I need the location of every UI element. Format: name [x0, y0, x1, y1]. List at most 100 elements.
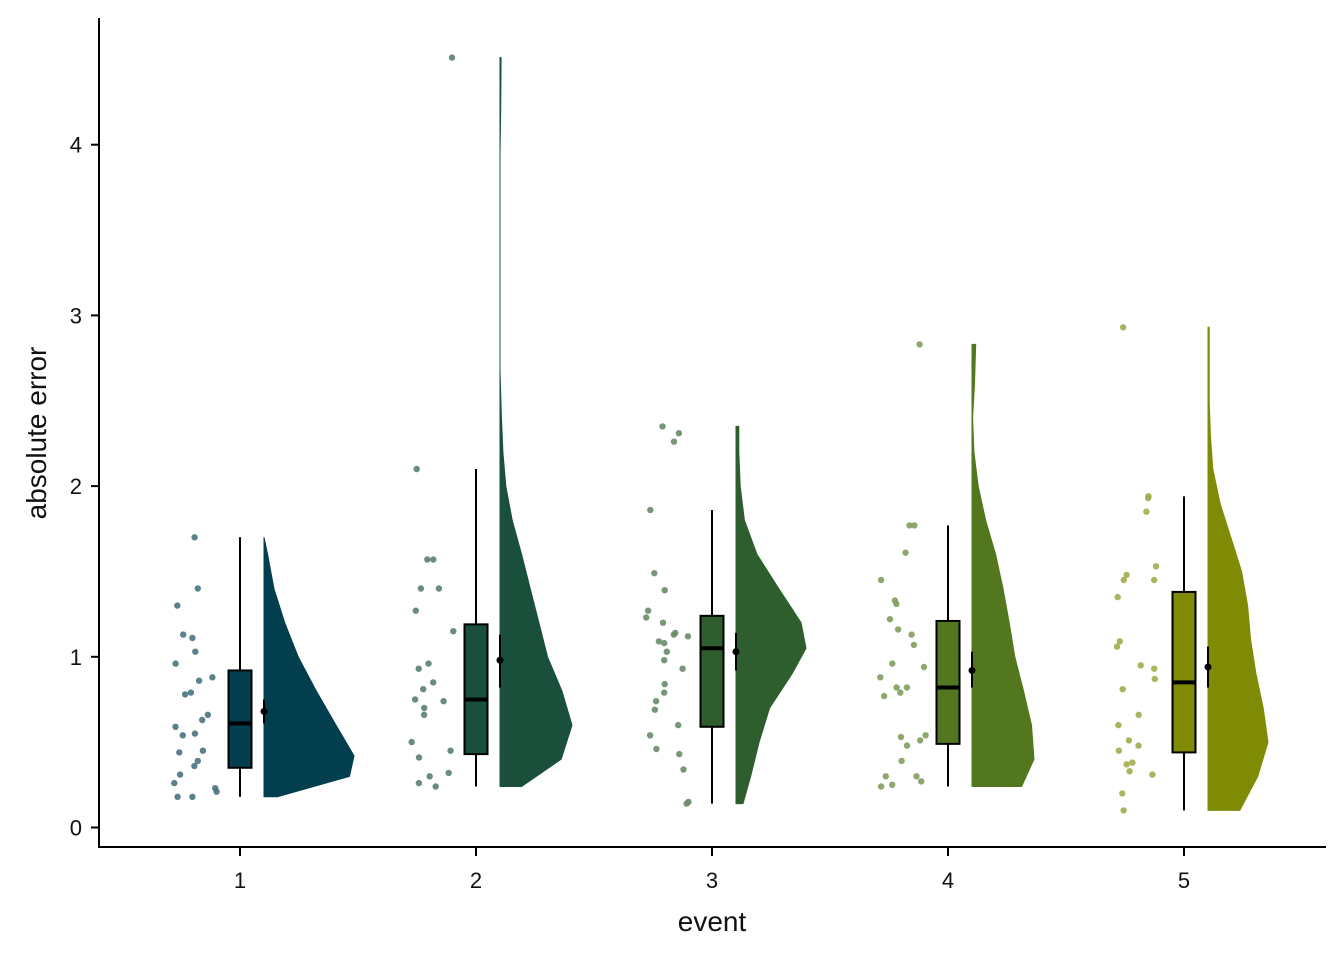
event-5-data-point [1151, 665, 1158, 672]
event-5-box [1171, 590, 1197, 754]
event-5-data-point [1120, 807, 1127, 814]
event-5-data-point [1113, 643, 1121, 650]
event-1-box [227, 669, 253, 769]
event-3-data-point [675, 721, 682, 729]
event-1-data-point [199, 716, 206, 724]
event-4-data-point [877, 783, 885, 790]
x-tick-label-1: 1 [234, 868, 246, 893]
event-1-data-point [204, 711, 212, 718]
event-4-data-point [908, 631, 915, 638]
event-3-data-point [659, 423, 666, 430]
event-2-data-point [425, 660, 432, 667]
y-tick-label-3: 3 [70, 303, 82, 328]
event-4-data-point [897, 733, 905, 741]
event-4-data-point [893, 684, 900, 691]
event-1-data-point [195, 677, 203, 684]
event-4-data-point [893, 600, 900, 608]
event-3-data-point [655, 638, 663, 645]
event-5-density-cloud [1207, 326, 1269, 811]
event-2-data-point [421, 704, 428, 712]
event-1-data-point [213, 788, 220, 795]
event-5-data-point [1152, 563, 1160, 570]
y-tick-label-0: 0 [70, 816, 82, 841]
event-5-data-point [1151, 576, 1158, 584]
event-4-data-point [889, 660, 896, 667]
event-3-mean-point [732, 648, 740, 656]
event-2-data-point [432, 783, 439, 790]
event-4-data-point [913, 773, 920, 780]
event-1-data-point [172, 660, 179, 667]
event-5-data-point [1137, 662, 1144, 669]
event-1-data-point [194, 585, 201, 592]
event-4-data-point [882, 773, 889, 780]
event-3-data-point [661, 689, 668, 696]
event-2-data-point [430, 556, 437, 563]
event-1-data-point [176, 749, 183, 756]
event-4-data-point [911, 522, 918, 529]
event-5-data-point [1151, 675, 1159, 683]
event-2-data-point [445, 769, 452, 777]
event-1-data-point [194, 757, 201, 765]
event-1-data-point [191, 534, 198, 541]
event-4-data-point [918, 778, 925, 785]
event-3-data-point [652, 698, 660, 705]
event-4-density-cloud [971, 343, 1035, 787]
event-2-data-point [440, 698, 447, 705]
event-1-data-point [187, 689, 195, 696]
event-3-data-point [676, 750, 683, 758]
x-tick-label-4: 4 [942, 868, 954, 893]
event-3-data-point [661, 639, 668, 647]
event-5-data-point [1119, 790, 1126, 797]
event-2-data-point [420, 686, 427, 693]
event-1-data-point [174, 602, 181, 609]
event-2-data-point [412, 607, 419, 614]
x-axis-title: event [678, 906, 747, 937]
event-4-data-point [877, 576, 885, 584]
y-tick-label-4: 4 [70, 133, 82, 158]
event-4-data-point [902, 549, 909, 556]
event-2-data-point [448, 54, 456, 61]
event-3-data-point [646, 732, 654, 739]
event-2-box [463, 623, 489, 756]
event-2-data-point [424, 556, 431, 563]
event-5-data-point [1120, 576, 1128, 584]
event-2-data-point [435, 585, 443, 592]
event-1-data-point [181, 691, 189, 698]
event-2-data-point [415, 779, 423, 787]
event-2-data-point [450, 628, 457, 635]
event-5-data-point [1149, 771, 1156, 778]
event-3-data-point [661, 680, 668, 688]
event-2-data-point [415, 754, 423, 761]
axes: 1 2 3 4 5 0 1 2 3 4 [70, 18, 1326, 893]
event-2-data-point [430, 679, 437, 686]
event-1-data-point [209, 674, 216, 681]
event-4-data-point [920, 663, 928, 671]
y-tick-label-2: 2 [70, 474, 82, 499]
event-4-data-point [916, 341, 923, 348]
event-1-data-point [176, 771, 184, 778]
event-4-data-point [922, 732, 929, 739]
event-3-data-point [663, 648, 670, 655]
event-4-data-point [903, 684, 911, 691]
event-1-data-point [172, 723, 179, 730]
event-1-mean-point [260, 707, 268, 715]
event-3-data-point [653, 745, 660, 753]
event-3-data-point [661, 657, 668, 664]
event-1-data-point [199, 747, 207, 754]
event-3-data-point [670, 631, 677, 638]
event-5-data-point [1125, 737, 1133, 744]
event-4-data-point [877, 674, 884, 681]
event-3-data-point [651, 706, 659, 713]
x-tick-label-5: 5 [1178, 868, 1190, 893]
event-5-data-point [1123, 571, 1130, 579]
event-5-mean-point [1204, 663, 1212, 671]
event-5-data-point [1144, 494, 1152, 502]
event-3-data-point [643, 614, 650, 621]
event-1-data-point [189, 634, 196, 642]
event-5-data-point [1116, 638, 1124, 645]
event-2-data-point [413, 465, 420, 473]
event-1-data-point [191, 762, 198, 770]
event-3-data-point [684, 633, 692, 640]
event-3-data-point [670, 438, 678, 445]
event-3-data-point [679, 665, 686, 672]
